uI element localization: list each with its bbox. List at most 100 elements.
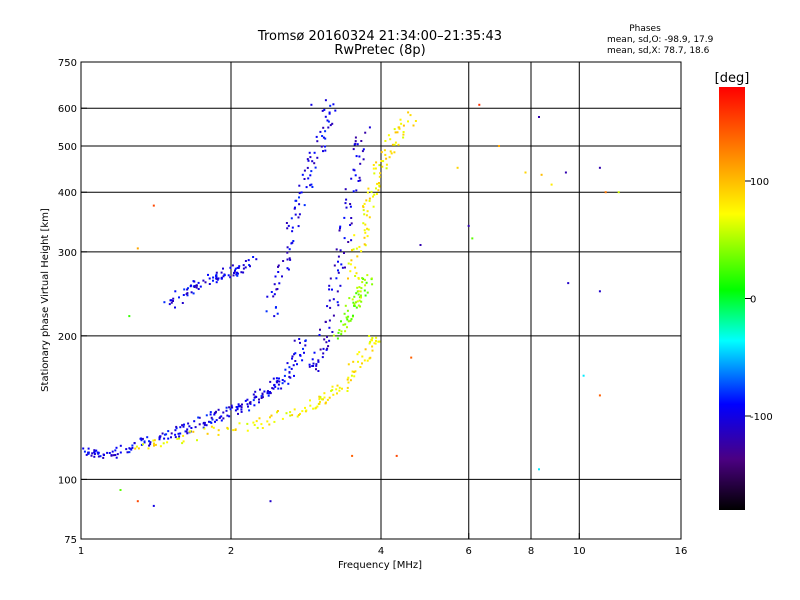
data-point [95, 449, 98, 452]
data-point [269, 500, 272, 503]
data-point [286, 227, 289, 230]
data-point [326, 347, 329, 350]
data-point [366, 235, 369, 238]
data-point [273, 383, 276, 386]
data-point [347, 241, 350, 243]
data-point [402, 131, 405, 133]
data-point [604, 191, 607, 194]
phase-o-stats: mean, sd,O: -98.9, 17.9 [607, 35, 714, 45]
data-point [364, 284, 367, 287]
data-point [178, 435, 181, 438]
data-point [162, 442, 165, 445]
data-point [289, 258, 292, 261]
x-tick-label: 4 [378, 546, 384, 557]
data-point [321, 109, 324, 112]
data-point [336, 290, 339, 293]
data-point [353, 234, 356, 237]
data-point [326, 305, 329, 308]
data-point [152, 504, 155, 507]
data-point [161, 432, 164, 435]
data-point [255, 420, 258, 423]
data-point [498, 145, 500, 147]
data-point [181, 302, 184, 304]
data-point [328, 339, 331, 342]
x-tick-label: 16 [675, 546, 688, 557]
data-point [125, 448, 128, 451]
data-point [241, 403, 243, 406]
data-point [338, 386, 341, 389]
data-point [328, 396, 331, 399]
y-tick-label: 100 [58, 475, 77, 486]
data-point [246, 398, 249, 401]
data-point [347, 320, 350, 323]
data-point [414, 120, 417, 122]
data-point [361, 150, 364, 153]
data-point [308, 363, 311, 366]
data-point [287, 268, 290, 271]
data-point [182, 425, 185, 428]
data-point [212, 279, 214, 282]
data-point [208, 420, 210, 423]
data-point [215, 410, 217, 413]
data-point [272, 387, 275, 390]
data-point [362, 209, 365, 212]
data-point [277, 271, 280, 273]
data-point [266, 295, 269, 298]
data-point [294, 206, 296, 209]
data-point [367, 187, 370, 190]
x-tick-label: 6 [466, 546, 472, 557]
data-point [140, 439, 143, 442]
data-point [313, 162, 316, 165]
data-point [275, 288, 278, 291]
data-point [358, 155, 361, 158]
data-point [215, 274, 217, 277]
data-point [342, 323, 345, 326]
data-point [324, 137, 327, 140]
data-point [303, 169, 306, 172]
data-point [281, 417, 284, 420]
data-point [348, 297, 351, 300]
data-point [249, 265, 251, 268]
data-point [298, 184, 301, 187]
data-point [128, 451, 131, 454]
data-point [217, 408, 220, 411]
data-point [114, 449, 117, 452]
data-point [246, 422, 249, 425]
data-point [362, 222, 365, 225]
data-point [393, 128, 396, 131]
data-point [288, 366, 291, 369]
data-point [290, 367, 293, 370]
data-point [309, 399, 311, 402]
data-point [298, 213, 301, 216]
data-point [183, 288, 186, 291]
data-point [307, 159, 310, 162]
data-point [363, 236, 366, 239]
data-point [344, 304, 347, 307]
data-point [286, 251, 289, 254]
data-point [148, 440, 150, 443]
data-point [353, 304, 355, 307]
data-point [374, 342, 377, 345]
data-point [366, 227, 369, 230]
data-point [213, 412, 216, 415]
data-point [195, 286, 198, 289]
y-tick-label: 200 [58, 332, 77, 343]
data-point [197, 288, 200, 290]
data-point [365, 281, 368, 284]
data-point [363, 289, 366, 292]
data-point [412, 124, 415, 127]
data-point [182, 434, 185, 437]
data-point [293, 207, 296, 210]
data-point [215, 277, 218, 280]
data-point [234, 267, 237, 270]
data-point [276, 312, 279, 315]
data-point [149, 443, 152, 446]
data-point [301, 173, 304, 176]
data-point [240, 406, 243, 409]
data-point [361, 277, 364, 280]
data-point [90, 454, 93, 457]
data-point [236, 406, 239, 409]
data-point [364, 223, 367, 226]
data-point [347, 315, 350, 318]
data-point [356, 353, 359, 356]
